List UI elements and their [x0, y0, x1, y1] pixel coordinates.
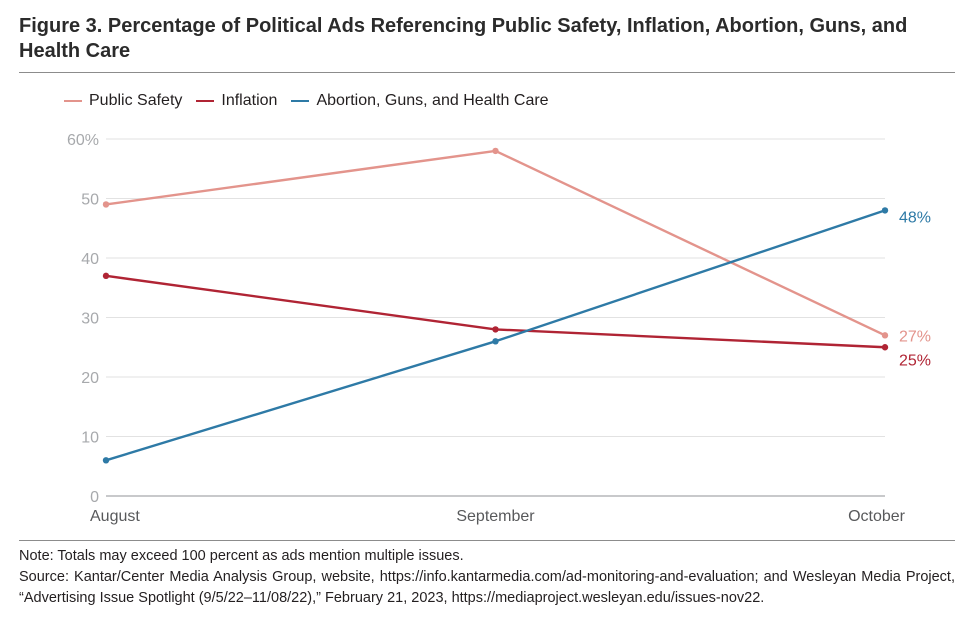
series-line-inflation: [105, 274, 886, 349]
series-line-abortion-guns-and-health-care: [105, 209, 886, 462]
y-tick-label-20: 20: [81, 370, 99, 387]
note-text: Note: Totals may exceed 100 percent as a…: [19, 548, 464, 564]
legend-swatch-inflation: [196, 100, 215, 102]
y-tick-label-10: 10: [81, 430, 99, 447]
legend-swatch-abortion-guns-health: [291, 100, 310, 102]
legend-label-inflation: Inflation: [221, 92, 278, 109]
legend-label-abortion-guns-health: Abortion, Guns, and Health Care: [316, 92, 549, 109]
y-tick-label-0: 0: [90, 489, 99, 506]
y-tick-label-40: 40: [81, 251, 99, 268]
chart-legend: Public Safety Inflation Abortion, Guns, …: [64, 92, 563, 110]
data-point-inflation-august: [102, 272, 110, 280]
legend-item-abortion-guns-health: Abortion, Guns, and Health Care: [291, 92, 549, 110]
data-point-public-safety-august: [102, 201, 110, 208]
data-point-inflation-september: [492, 326, 499, 333]
legend-label-public-safety: Public Safety: [89, 92, 183, 109]
legend-item-public-safety: Public Safety: [64, 92, 182, 110]
x-tick-label-august: August: [90, 508, 140, 525]
data-point-abortion-guns-and-health-care-september: [492, 338, 499, 345]
legend-item-inflation: Inflation: [196, 92, 277, 110]
top-divider: [19, 72, 955, 73]
x-tick-label-october: October: [848, 508, 906, 525]
footnote: Note: Totals may exceed 100 percent as a…: [19, 546, 955, 609]
series-line-public-safety: [105, 149, 886, 337]
end-label-abortion-guns-and-health-care: 48%: [899, 209, 931, 226]
data-point-inflation-october: [881, 344, 889, 351]
data-point-abortion-guns-and-health-care-october: [881, 207, 889, 214]
y-tick-label-50: 50: [81, 192, 99, 209]
source-text: Source: Kantar/Center Media Analysis Gro…: [19, 569, 955, 606]
end-label-public-safety: 27%: [899, 328, 931, 345]
y-tick-label-30: 30: [81, 311, 99, 328]
line-chart: 0 10 20 30 40 50 60% August September October 27% 2…: [67, 132, 931, 525]
end-label-inflation: 25%: [899, 352, 931, 369]
bottom-divider: [19, 540, 955, 541]
x-tick-label-september: September: [456, 508, 535, 525]
figure-title: Figure 3. Percentage of Political Ads Re…: [19, 15, 908, 62]
data-point-abortion-guns-and-health-care-august: [102, 457, 110, 464]
data-point-public-safety-october: [881, 332, 889, 339]
legend-swatch-public-safety: [64, 100, 82, 102]
data-point-public-safety-september: [492, 147, 499, 155]
y-tick-label-60: 60%: [67, 132, 99, 149]
